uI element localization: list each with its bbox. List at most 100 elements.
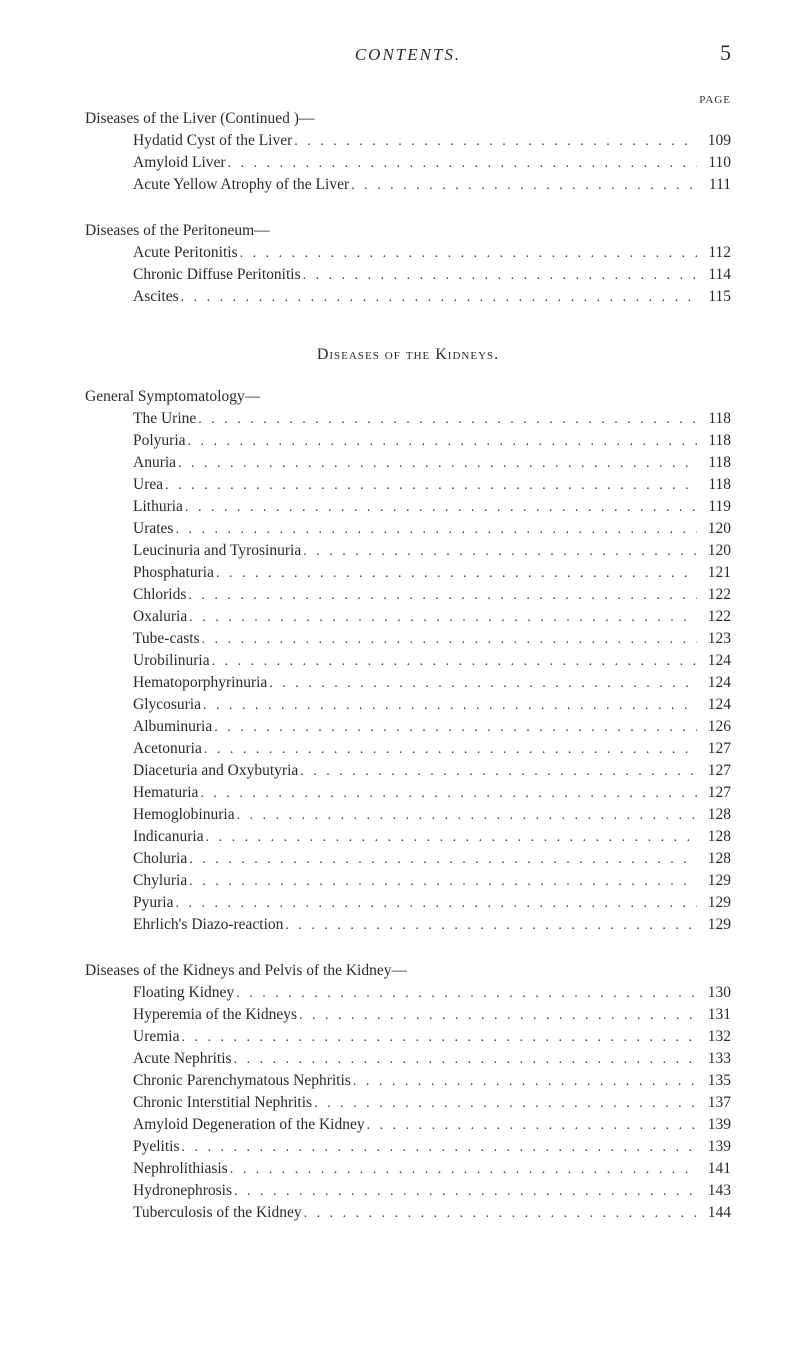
toc-entry-label: Chronic Parenchymatous Nephritis (85, 1070, 351, 1092)
leader-dots (187, 850, 697, 870)
toc-entry: Chronic Interstitial Nephritis 137 (85, 1092, 731, 1114)
leader-dots (312, 1094, 697, 1114)
toc-block-liver: Diseases of the Liver (Continued )— Hyda… (85, 108, 731, 196)
toc-entry: Floating Kidney 130 (85, 982, 731, 1004)
toc-heading: Diseases of the Peritoneum— (85, 220, 731, 242)
toc-entry-label: Hyperemia of the Kidneys (85, 1004, 297, 1026)
toc-entry-label: The Urine (85, 408, 196, 430)
leader-dots (238, 244, 697, 264)
toc-entry-label: Lithuria (85, 496, 183, 518)
toc-entry-label: Chyluria (85, 870, 187, 892)
toc-entry-page: 118 (697, 430, 731, 452)
toc-entry: Acetonuria 127 (85, 738, 731, 760)
toc-entry-page: 128 (697, 848, 731, 870)
toc-entry-page: 109 (697, 130, 731, 152)
toc-entry-page: 112 (697, 242, 731, 264)
toc-entry-page: 129 (697, 870, 731, 892)
toc-entry-label: Oxaluria (85, 606, 187, 628)
toc-entry-label: Anuria (85, 452, 176, 474)
toc-entry-label: Chronic Diffuse Peritonitis (85, 264, 301, 286)
leader-dots (202, 740, 697, 760)
toc-entry: Acute Yellow Atrophy of the Liver 111 (85, 174, 731, 196)
toc-entry: Acute Nephritis 133 (85, 1048, 731, 1070)
leader-dots (212, 718, 697, 738)
leader-dots (302, 1204, 697, 1224)
leader-dots (267, 674, 697, 694)
toc-entry: Choluria 128 (85, 848, 731, 870)
leader-dots (292, 132, 697, 152)
toc-entry-page: 127 (697, 782, 731, 804)
leader-dots (234, 984, 697, 1004)
leader-dots (200, 630, 697, 650)
toc-entry-page: 121 (697, 562, 731, 584)
toc-entry-page: 126 (697, 716, 731, 738)
toc-entry-page: 120 (697, 540, 731, 562)
toc-entry: Acute Peritonitis 112 (85, 242, 731, 264)
toc-entry: Hyperemia of the Kidneys 131 (85, 1004, 731, 1026)
toc-entry: Anuria 118 (85, 452, 731, 474)
toc-entry: Polyuria 118 (85, 430, 731, 452)
leader-dots (298, 762, 697, 782)
toc-entry-label: Hemoglobinuria (85, 804, 235, 826)
toc-entry-page: 133 (697, 1048, 731, 1070)
leader-dots (235, 806, 697, 826)
leader-dots (187, 608, 697, 628)
toc-entry: Oxaluria 122 (85, 606, 731, 628)
leader-dots (186, 586, 697, 606)
toc-entry: Urobilinuria 124 (85, 650, 731, 672)
toc-entry: Chyluria 129 (85, 870, 731, 892)
toc-heading: General Symptomatology— (85, 386, 731, 408)
toc-entry: Indicanuria 128 (85, 826, 731, 848)
toc-entry-label: Uremia (85, 1026, 179, 1048)
toc-entry: Hydatid Cyst of the Liver 109 (85, 130, 731, 152)
toc-entry: Nephrolithiasis 141 (85, 1158, 731, 1180)
leader-dots (351, 1072, 697, 1092)
toc-entry-page: 132 (697, 1026, 731, 1048)
toc-entry-page: 129 (697, 892, 731, 914)
toc-entry-label: Urea (85, 474, 163, 496)
toc-entry-label: Polyuria (85, 430, 186, 452)
toc-entry-label: Phosphaturia (85, 562, 214, 584)
leader-dots (297, 1006, 697, 1026)
page-column-label: PAGE (85, 94, 731, 106)
toc-entry-label: Acute Peritonitis (85, 242, 238, 264)
leader-dots (198, 784, 697, 804)
toc-entry-page: 110 (697, 152, 731, 174)
toc-entry: Ascites 115 (85, 286, 731, 308)
toc-entry-page: 114 (697, 264, 731, 286)
toc-entry-label: Hydronephrosis (85, 1180, 232, 1202)
toc-entry-label: Amyloid Degeneration of the Kidney (85, 1114, 365, 1136)
toc-entry-page: 122 (697, 584, 731, 606)
toc-entry: Uremia 132 (85, 1026, 731, 1048)
toc-block-symptomatology: General Symptomatology— The Urine 118 Po… (85, 386, 731, 936)
toc-entry-label: Chlorids (85, 584, 186, 606)
toc-entry-label: Leucinuria and Tyrosinuria (85, 540, 301, 562)
leader-dots (214, 564, 697, 584)
toc-entry: Leucinuria and Tyrosinuria 120 (85, 540, 731, 562)
toc-heading-label: Diseases of the Kidneys and Pelvis of th… (85, 960, 407, 982)
toc-entry-label: Pyelitis (85, 1136, 180, 1158)
toc-entry-label: Pyuria (85, 892, 173, 914)
toc-entry-label: Choluria (85, 848, 187, 870)
leader-dots (301, 266, 697, 286)
toc-entry-label: Chronic Interstitial Nephritis (85, 1092, 312, 1114)
toc-entry: Hematoporphyrinuria 124 (85, 672, 731, 694)
toc-entry-label: Tuberculosis of the Kidney (85, 1202, 302, 1224)
toc-entry: Chlorids 122 (85, 584, 731, 606)
toc-entry-page: 118 (697, 452, 731, 474)
leader-dots (196, 410, 697, 430)
toc-entry-page: 144 (697, 1202, 731, 1224)
toc-entry: Diaceturia and Oxybutyria 127 (85, 760, 731, 782)
toc-entry: Glycosuria 124 (85, 694, 731, 716)
toc-items: The Urine 118 Polyuria 118 Anuria 118 Ur… (85, 408, 731, 936)
toc-entry: Tube-casts 123 (85, 628, 731, 650)
toc-heading-label: Diseases of the Liver (Continued )— (85, 108, 314, 130)
toc-entry-label: Albuminuria (85, 716, 212, 738)
leader-dots (226, 154, 697, 174)
toc-entry-label: Acute Nephritis (85, 1048, 232, 1070)
toc-entry-label: Hematoporphyrinuria (85, 672, 267, 694)
leader-dots (173, 894, 697, 914)
toc-entry: Albuminuria 126 (85, 716, 731, 738)
leader-dots (179, 288, 697, 308)
toc-entry-page: 130 (697, 982, 731, 1004)
